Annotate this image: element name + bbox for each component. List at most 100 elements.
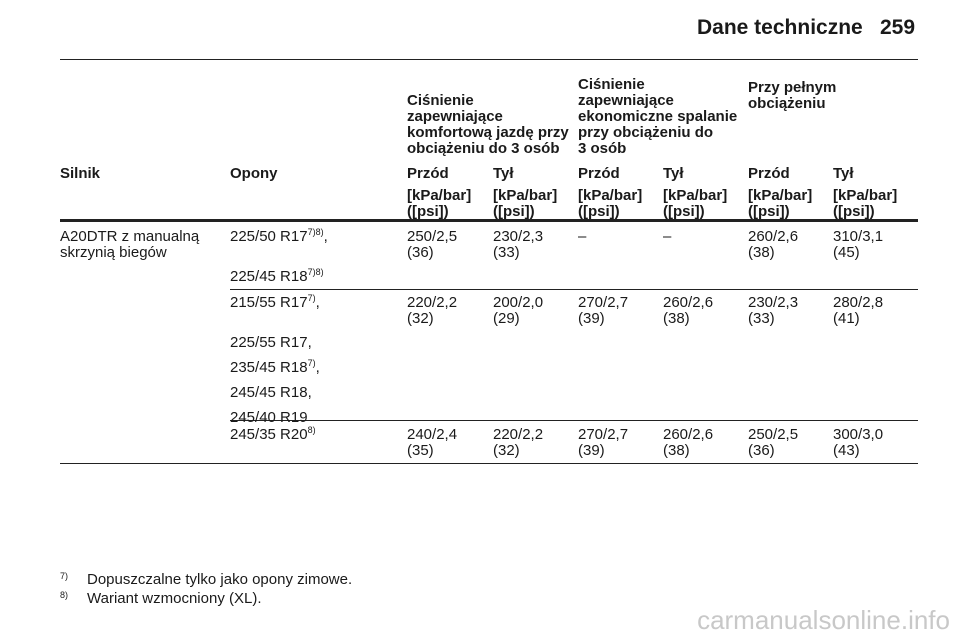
engine-line: skrzynią biegów	[60, 244, 167, 261]
pressure-cell: –	[663, 229, 671, 245]
footnote-mark: 8)	[60, 590, 69, 600]
unit-line: [kPa/bar]	[407, 187, 472, 204]
row-rule	[230, 420, 918, 421]
pressure-line: (39)	[578, 442, 605, 459]
pressure-cell: 240/2,4 (35)	[407, 427, 457, 459]
pressure-cell: 200/2,0 (29)	[493, 295, 543, 327]
footnote-text: Wariant wzmocniony (XL).	[87, 590, 262, 607]
tire-cell: 225/50 R177)8),	[230, 227, 328, 245]
pressure-line: 260/2,6	[663, 294, 714, 311]
pressure-line: –	[578, 228, 587, 245]
column-header: Przód	[407, 165, 449, 182]
group-header-line: Ciśnienie	[407, 92, 474, 109]
header-rule	[60, 219, 918, 222]
column-header: Tył	[663, 165, 684, 182]
pressure-cell: 280/2,8 (41)	[833, 295, 883, 327]
footnote-text: Dopuszczalne tylko jako opony zimowe.	[87, 571, 353, 588]
footnote-ref: 7)	[307, 358, 316, 368]
pressure-line: (38)	[748, 244, 775, 261]
tire-cell: 245/45 R18,	[230, 385, 312, 401]
group-header-line: obciążeniu do 3 osób	[407, 140, 560, 157]
pressure-line: (36)	[407, 244, 434, 261]
pressure-cell: 250/2,5 (36)	[407, 229, 457, 261]
pressure-line: –	[663, 228, 672, 245]
footnote-ref: 7)8)	[307, 227, 324, 237]
pressure-cell: 260/2,6 (38)	[663, 427, 713, 459]
separator: ,	[323, 228, 328, 245]
unit-line: ([psi])	[407, 203, 449, 220]
unit-line: [kPa/bar]	[833, 187, 898, 204]
engine-line: A20DTR z manualną	[60, 228, 200, 245]
footnote-ref: 7)8)	[307, 267, 324, 277]
pressure-line: 260/2,6	[663, 426, 714, 443]
unit-header: [kPa/bar] ([psi])	[407, 188, 471, 220]
tire-cell: 225/55 R17,	[230, 335, 312, 351]
watermark: carmanualsonline.info	[697, 605, 950, 635]
tire-size: 215/55 R17	[230, 294, 308, 311]
unit-line: [kPa/bar]	[748, 187, 813, 204]
pressure-cell: –	[578, 229, 586, 245]
pressure-line: 220/2,2	[493, 426, 544, 443]
pressure-line: (36)	[748, 442, 775, 459]
pressure-line: 230/2,3	[748, 294, 799, 311]
pressure-line: (33)	[748, 310, 775, 327]
pressure-line: (38)	[663, 442, 690, 459]
group-header: Przy pełnym obciążeniu	[748, 80, 836, 112]
tire-size: 245/35 R20	[230, 426, 308, 443]
pressure-line: 260/2,6	[748, 228, 799, 245]
footnote-ref: 8)	[307, 425, 316, 435]
pressure-line: (32)	[493, 442, 520, 459]
pressure-line: (41)	[833, 310, 860, 327]
pressure-cell: 260/2,6 (38)	[663, 295, 713, 327]
group-header-line: Ciśnienie	[578, 76, 645, 93]
engine-cell: A20DTR z manualną skrzynią biegów	[60, 229, 199, 261]
pressure-cell: 260/2,6 (38)	[748, 229, 798, 261]
pressure-cell: 300/3,0 (43)	[833, 427, 883, 459]
pressure-cell: 230/2,3 (33)	[748, 295, 798, 327]
group-header-line: zapewniające	[407, 108, 503, 125]
column-header: Tył	[833, 165, 854, 182]
pressure-cell: 270/2,7 (39)	[578, 295, 628, 327]
column-header: Przód	[578, 165, 620, 182]
pressure-line: 300/3,0	[833, 426, 884, 443]
tire-size: 225/45 R18	[230, 268, 308, 285]
unit-header: [kPa/bar] ([psi])	[578, 188, 642, 220]
tire-cell: 245/35 R208)	[230, 425, 316, 443]
tire-size: 225/55 R17,	[230, 334, 312, 351]
group-header-line: Przy pełnym	[748, 79, 837, 96]
table-bottom-rule	[60, 463, 918, 464]
unit-line: ([psi])	[748, 203, 790, 220]
rule	[60, 59, 918, 60]
tire-size: 235/45 R18	[230, 359, 308, 376]
tire-cell: 215/55 R177),	[230, 294, 320, 311]
pressure-line: (29)	[493, 310, 520, 327]
pressure-line: 310/3,1	[833, 228, 884, 245]
pressure-line: (38)	[663, 310, 690, 327]
pressure-line: (33)	[493, 244, 520, 261]
unit-line: ([psi])	[833, 203, 875, 220]
pressure-line: (32)	[407, 310, 434, 327]
pressure-line: (43)	[833, 442, 860, 459]
group-header-line: obciążeniu	[748, 95, 826, 112]
unit-line: [kPa/bar]	[663, 187, 728, 204]
group-header-line: zapewniające	[578, 92, 674, 109]
pressure-cell: 310/3,1 (45)	[833, 229, 883, 261]
footnote-mark: 7)	[60, 571, 69, 581]
group-header: Ciśnienie zapewniające ekonomiczne spalani…	[578, 77, 737, 157]
group-header-line: komfortową jazdę przy	[407, 124, 569, 141]
pressure-line: 250/2,5	[748, 426, 799, 443]
unit-line: ([psi])	[578, 203, 620, 220]
tire-size: 245/45 R18,	[230, 384, 312, 401]
section-title: Dane techniczne	[697, 16, 863, 39]
pressure-line: 240/2,4	[407, 426, 458, 443]
unit-line: ([psi])	[493, 203, 535, 220]
pressure-line: (39)	[578, 310, 605, 327]
unit-header: [kPa/bar] ([psi])	[833, 188, 897, 220]
pressure-cell: 270/2,7 (39)	[578, 427, 628, 459]
tire-cell: 245/40 R19	[230, 410, 308, 426]
unit-header: [kPa/bar] ([psi])	[748, 188, 812, 220]
column-header: Tył	[493, 165, 514, 182]
pressure-line: (45)	[833, 244, 860, 261]
pressure-cell: 250/2,5 (36)	[748, 427, 798, 459]
